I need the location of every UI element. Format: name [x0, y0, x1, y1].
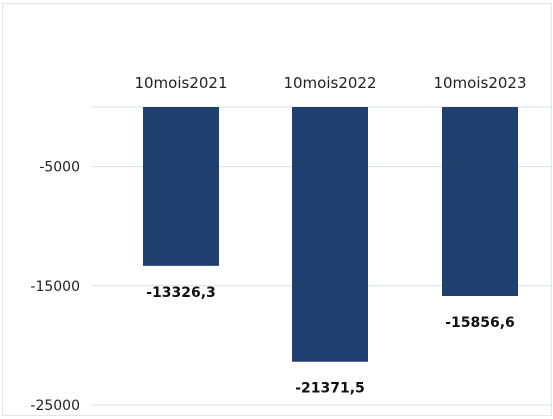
bar	[292, 107, 368, 362]
bar	[442, 107, 518, 297]
y-tick-label: -15000	[30, 279, 80, 295]
category-label: 10mois2021	[134, 74, 227, 92]
category-label: 10mois2023	[433, 74, 526, 92]
data-label: -13326,3	[146, 285, 216, 301]
y-tick-label: -25000	[30, 398, 80, 414]
bar	[143, 107, 219, 266]
bars	[143, 107, 518, 362]
y-tick-label: -5000	[39, 160, 80, 176]
category-label: 10mois2022	[283, 74, 376, 92]
labels: -5000 -15000 -25000 10mois2021 -13326,3 10moi…	[30, 74, 526, 414]
data-label: -21371,5	[295, 381, 365, 397]
data-label: -15856,6	[445, 315, 515, 331]
